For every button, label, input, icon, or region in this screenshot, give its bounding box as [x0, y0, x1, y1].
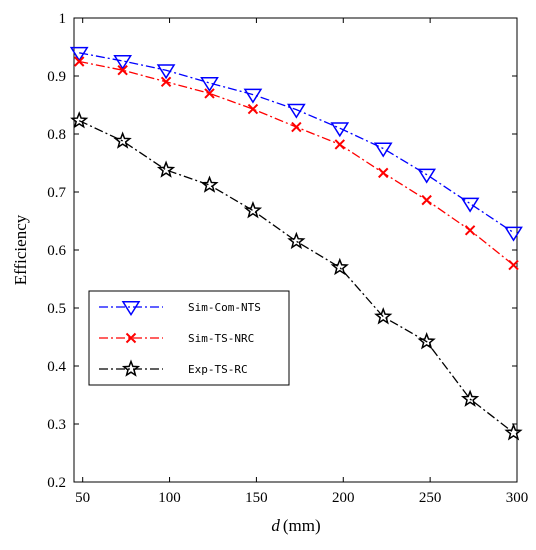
data-point-marker — [200, 77, 219, 92]
data-point-marker — [334, 139, 346, 150]
data-point-marker — [243, 88, 263, 104]
data-point-marker — [156, 64, 176, 80]
x-tick-label: 200 — [332, 490, 355, 506]
series-line — [79, 52, 514, 234]
x-tick-label: 300 — [506, 490, 529, 506]
x-tick-label: 50 — [75, 490, 90, 506]
data-point-marker — [125, 332, 137, 344]
data-point-marker — [160, 76, 172, 88]
data-point-marker — [417, 168, 437, 184]
y-tick-label: 0.3 — [47, 417, 66, 433]
legend: Sim-Com-NTS Sim-TS-NRC Exp-TS-RC — [88, 290, 290, 386]
data-point-marker — [117, 64, 128, 76]
data-point-marker — [373, 142, 393, 158]
axis-ticks: 50 100 150 200 250 300 0.2 0.3 0.4 0.5 0.6 0.7 0.8 0.… — [47, 11, 528, 506]
series-layer — [69, 46, 523, 441]
series-exp-ts-rc — [70, 111, 523, 441]
data-point-marker — [247, 103, 259, 115]
data-point-marker — [243, 200, 263, 219]
series-sim-ts-nrc — [74, 56, 519, 271]
x-tick-label: 150 — [245, 490, 268, 506]
legend-item: Sim-Com-NTS — [99, 301, 261, 317]
series-sim-com-nts — [69, 46, 523, 242]
data-point-marker — [74, 56, 85, 67]
y-tick-label: 0.9 — [47, 69, 66, 85]
legend-label: Exp-TS-RC — [188, 363, 248, 376]
data-point-marker — [378, 167, 389, 179]
data-point-marker — [508, 259, 519, 271]
data-point-marker — [113, 54, 132, 70]
y-tick-label: 1 — [59, 11, 67, 27]
data-point-marker — [156, 160, 176, 178]
legend-label: Sim-TS-NRC — [188, 332, 254, 345]
y-tick-label: 0.7 — [47, 185, 66, 201]
data-point-marker — [121, 301, 141, 317]
data-point-marker — [287, 103, 306, 119]
data-point-marker — [200, 175, 219, 193]
legend-label: Sim-Com-NTS — [188, 301, 261, 314]
legend-item: Exp-TS-RC — [99, 359, 248, 377]
data-point-marker — [504, 226, 523, 242]
data-point-marker — [287, 231, 306, 250]
data-point-marker — [421, 194, 432, 206]
plot-area — [73, 17, 518, 483]
legend-item: Sim-TS-NRC — [99, 332, 254, 345]
data-point-marker — [291, 121, 302, 133]
data-point-marker — [504, 423, 523, 441]
data-point-marker — [70, 111, 89, 129]
data-point-marker — [69, 46, 89, 62]
x-axis-variable: d — [271, 516, 280, 535]
data-point-marker — [464, 225, 476, 236]
data-point-marker — [330, 257, 349, 276]
y-tick-label: 0.6 — [47, 243, 66, 259]
y-tick-label: 0.5 — [47, 301, 66, 317]
y-tick-label: 0.8 — [47, 127, 66, 143]
data-point-marker — [113, 131, 132, 149]
data-point-marker — [121, 359, 141, 377]
data-point-marker — [417, 332, 436, 350]
data-point-marker — [204, 88, 215, 99]
data-point-marker — [330, 122, 350, 138]
data-point-marker — [374, 307, 393, 325]
data-point-marker — [460, 197, 480, 213]
x-tick-label: 100 — [158, 490, 181, 506]
y-tick-label: 0.2 — [47, 475, 66, 491]
legend-items: Sim-Com-NTS Sim-TS-NRC Exp-TS-RC — [99, 301, 261, 377]
x-axis-unit: (mm) — [283, 516, 321, 535]
x-axis-label: d (mm) — [271, 516, 320, 535]
y-tick-label: 0.4 — [47, 359, 66, 375]
data-point-marker — [460, 389, 480, 407]
y-axis-label: Efficiency — [11, 214, 30, 285]
x-tick-label: 250 — [419, 490, 442, 506]
